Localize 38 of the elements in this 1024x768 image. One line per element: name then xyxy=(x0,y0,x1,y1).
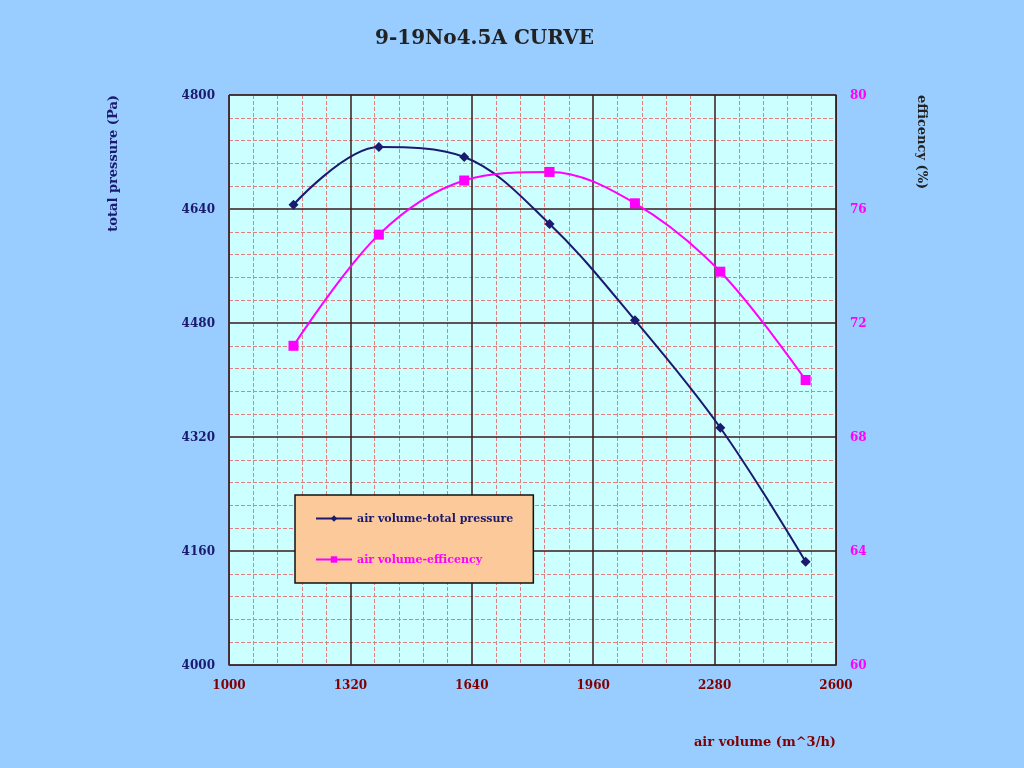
x-axis-title: air volume (m^3/h) xyxy=(693,734,836,749)
y-tick-label: 4320 xyxy=(181,430,215,444)
x-tick-label: 1320 xyxy=(333,678,368,692)
y-tick-label: 4000 xyxy=(181,658,215,672)
y2-axis-title: efficency (%) xyxy=(915,95,930,190)
point xyxy=(459,151,470,162)
point xyxy=(459,175,470,186)
y-tick-label: 4160 xyxy=(181,544,215,558)
point xyxy=(544,218,555,229)
y2-tick-label: 68 xyxy=(850,430,867,444)
point xyxy=(800,375,811,385)
x-tick-label: 2280 xyxy=(697,678,732,692)
point xyxy=(544,166,555,177)
legend-label: air volume-efficency xyxy=(357,553,483,566)
y2-tick-label: 80 xyxy=(850,88,867,102)
y-tick-label: 4480 xyxy=(181,316,215,330)
point xyxy=(629,315,640,326)
y2-tick-label: 60 xyxy=(850,658,867,672)
point xyxy=(288,340,299,351)
point xyxy=(288,199,299,210)
y-tick-label: 4800 xyxy=(181,88,215,102)
point xyxy=(715,422,726,433)
point xyxy=(373,142,384,153)
y-tick-label: 4640 xyxy=(181,202,215,216)
y2-tick-label: 72 xyxy=(850,316,867,330)
y2-tick-label: 76 xyxy=(850,202,867,216)
x-tick-label: 1000 xyxy=(212,678,246,692)
x-tick-label: 1640 xyxy=(455,678,489,692)
point xyxy=(715,266,726,277)
chart-title: 9-19No4.5A CURVE xyxy=(375,25,594,49)
x-tick-label: 2600 xyxy=(819,678,853,692)
legend-label: air volume-total pressure xyxy=(357,512,514,525)
point xyxy=(800,556,811,567)
y-axis-title: total pressure (Pa) xyxy=(105,95,120,232)
x-tick-label: 1960 xyxy=(576,678,610,692)
y2-tick-label: 64 xyxy=(850,544,867,558)
point xyxy=(629,198,640,209)
point xyxy=(373,229,384,240)
